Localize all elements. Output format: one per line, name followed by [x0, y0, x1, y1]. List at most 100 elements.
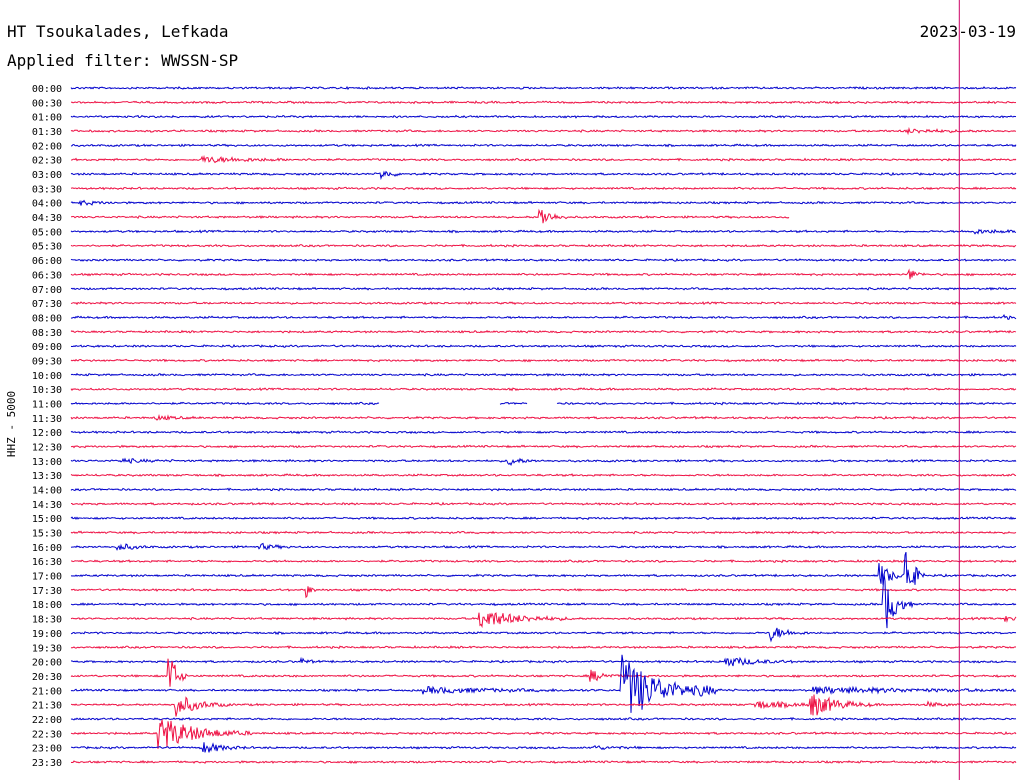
trace-row: [70, 126, 1017, 136]
trace-row: [70, 552, 1017, 585]
time-label: 01:00: [32, 113, 62, 124]
trace-row: [70, 516, 1017, 521]
trace-row: [70, 413, 1017, 421]
trace-row: [70, 243, 1017, 248]
trace-row: [70, 654, 1017, 713]
trace-row: [70, 143, 1017, 148]
trace-row: [70, 343, 1017, 349]
trace-row: [70, 627, 1017, 643]
time-label: 14:30: [32, 500, 62, 511]
trace-row: [70, 372, 1017, 377]
station-title: HT Tsoukalades, Lefkada: [7, 22, 229, 41]
time-label: 12:00: [32, 428, 62, 439]
trace-row: [71, 501, 1016, 506]
time-label: 18:00: [32, 600, 62, 611]
trace-row: [70, 530, 1017, 535]
time-label: 16:30: [32, 557, 62, 568]
time-labels: 00:00 00:30 01:00 01:30 02:00 02:30 03:00 03:30…: [32, 84, 62, 769]
trace-row: [70, 199, 1017, 206]
time-label: 13:30: [32, 471, 62, 482]
trace-row: [71, 559, 1017, 564]
trace-row: [71, 154, 1017, 164]
time-label: 14:00: [32, 486, 62, 497]
trace-row: [70, 586, 1017, 599]
trace-row: [70, 268, 1017, 280]
trace-row: [70, 387, 1017, 392]
trace-row: [70, 473, 1017, 478]
trace-row: [70, 358, 1017, 363]
time-label: 00:30: [32, 98, 62, 109]
time-label: 20:00: [32, 658, 62, 669]
time-label: 10:30: [32, 385, 62, 396]
time-label: 11:00: [32, 399, 62, 410]
time-label: 03:30: [32, 184, 62, 195]
trace-row: [70, 313, 1017, 320]
trace-row: [70, 658, 1017, 687]
time-label: 09:30: [32, 356, 62, 367]
trace-row: [70, 430, 1017, 435]
time-label: 07:00: [32, 285, 62, 296]
trace-row: [71, 208, 790, 224]
time-label: 21:00: [32, 686, 62, 697]
traces: [70, 85, 1017, 764]
time-label: 05:00: [32, 227, 62, 238]
time-label: 22:30: [32, 729, 62, 740]
time-label: 21:30: [32, 701, 62, 712]
trace-row: [70, 716, 1017, 721]
time-label: 03:00: [32, 170, 62, 181]
trace-row: [70, 401, 1016, 406]
trace-row: [70, 444, 1017, 449]
time-label: 02:00: [32, 141, 62, 152]
time-label: 13:00: [32, 457, 62, 468]
time-label: 11:30: [32, 414, 62, 425]
time-label: 17:00: [32, 572, 62, 583]
time-label: 08:30: [32, 328, 62, 339]
trace-row: [70, 487, 1017, 492]
time-label: 20:30: [32, 672, 62, 683]
time-label: 04:30: [32, 213, 62, 224]
time-label: 05:30: [32, 242, 62, 253]
date-label: 2023-03-19: [920, 22, 1016, 41]
time-label: 01:30: [32, 127, 62, 138]
trace-row: [70, 759, 1017, 764]
trace-row: [70, 656, 1017, 667]
time-label: 06:00: [32, 256, 62, 267]
time-label: 19:00: [32, 629, 62, 640]
time-label: 17:30: [32, 586, 62, 597]
time-label: 18:30: [32, 615, 62, 626]
filter-label: Applied filter: WWSSN-SP: [7, 51, 238, 70]
trace-row: [71, 742, 1017, 753]
time-label: 23:00: [32, 744, 62, 755]
channel-label: HHZ - 5000: [5, 391, 18, 457]
trace-row: [70, 100, 1017, 105]
time-label: 02:30: [32, 156, 62, 167]
trace-row: [70, 301, 1017, 306]
trace-row: [70, 186, 1017, 191]
trace-row: [70, 329, 1017, 334]
trace-row: [70, 457, 1017, 467]
trace-row: [70, 645, 1017, 650]
time-label: 00:00: [32, 84, 62, 95]
time-label: 07:30: [32, 299, 62, 310]
trace-row: [70, 257, 1017, 262]
trace-row: [70, 612, 1017, 629]
time-label: 22:00: [32, 715, 62, 726]
trace-row: [70, 170, 1017, 181]
time-label: 19:30: [32, 643, 62, 654]
time-label: 23:30: [32, 758, 62, 769]
time-label: 08:00: [32, 313, 62, 324]
trace-row: [71, 694, 1017, 717]
time-label: 04:00: [32, 199, 62, 210]
time-label: 16:00: [32, 543, 62, 554]
time-label: 12:30: [32, 443, 62, 454]
time-label: 10:00: [32, 371, 62, 382]
trace-row: [70, 114, 1017, 119]
trace-row: [70, 85, 1017, 91]
time-label: 09:00: [32, 342, 62, 353]
time-label: 15:30: [32, 529, 62, 540]
trace-row: [70, 542, 1017, 551]
time-label: 15:00: [32, 514, 62, 525]
trace-row: [70, 719, 1017, 749]
time-label: 06:30: [32, 270, 62, 281]
